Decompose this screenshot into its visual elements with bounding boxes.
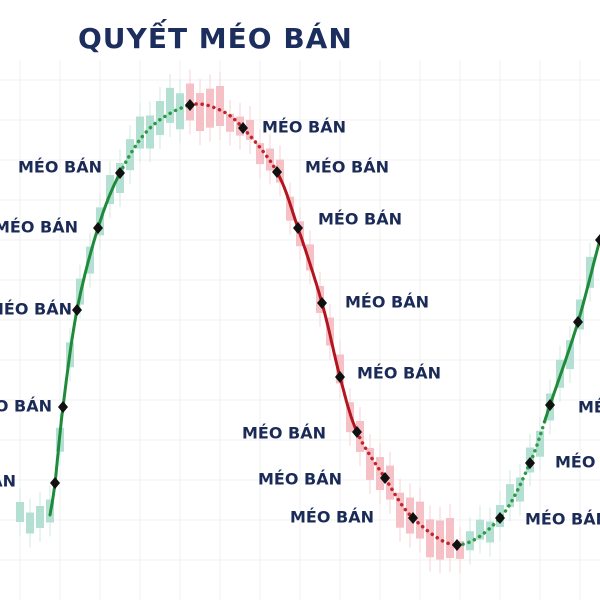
candle [266,148,274,171]
candle [506,484,514,508]
candle [106,175,114,205]
curve-segment [118,103,192,175]
label: MÉO BÁN [305,158,389,177]
curve-segment [455,419,547,547]
diamond [380,472,390,484]
label: MÉO BÁN [0,472,16,491]
label: MÉO BÁN [242,424,326,443]
diamond [352,426,362,438]
candle [286,196,294,221]
candle [566,340,574,370]
diamond [573,316,583,328]
label: MÉO BÁN [345,293,429,312]
candle [516,477,524,502]
candle [456,540,464,559]
label: MÉO BÁN [290,508,374,527]
candle [386,465,394,500]
diamond [50,477,60,489]
candle [206,88,214,128]
candle [436,520,444,560]
grid [0,60,600,600]
candle [136,116,144,149]
diamond [452,539,462,551]
candle [36,506,44,528]
diamond [293,222,303,234]
diamond [93,222,103,234]
label: MÉO BÁN [0,397,52,416]
candle [246,119,254,140]
candle [366,447,374,480]
diamond [238,122,248,134]
label: MÉO BÁN [0,218,78,237]
candle [126,139,134,171]
label: MÉO BÁN [258,470,342,489]
diamond [185,99,195,111]
candle [446,518,454,559]
diamond [115,167,125,179]
diamond [545,399,555,411]
candle [176,93,184,130]
candle [256,143,264,165]
candle [306,244,314,271]
label: MÉO BÁN [318,210,402,229]
candle [226,113,234,132]
candle [336,354,344,384]
diamond [595,234,600,246]
label: MÉO BÁN [357,364,441,383]
label: MÉO BÁN [578,398,600,417]
candle [216,86,224,126]
diamonds [50,99,600,551]
label: MÉO BÁN [555,453,600,472]
candle [146,115,154,149]
candle [16,502,24,522]
candle [196,93,204,132]
title: QUYẾT MÉO BÁN [78,18,353,55]
diamond [408,512,418,524]
diamond [335,371,345,383]
candle [476,519,484,540]
label: MÉO BÁN [0,300,72,319]
curve-segment [188,102,279,174]
curve-segment [543,234,600,423]
candles [16,69,594,574]
diamond [72,304,82,316]
curve-segment [48,171,122,517]
candle [416,501,424,539]
diamond [495,512,505,524]
diamond [272,166,282,178]
candle [486,521,494,543]
diamond [58,401,68,413]
candle [396,492,404,528]
label: MÉO BÁN [262,118,346,137]
candle [536,430,544,457]
label: MÉO BÁN [18,158,102,177]
diamond [317,297,327,309]
candle [466,531,474,551]
labels: MÉO BÁN MÉO BÁN MÉO BÁN MÉO BÁN MÉO BÁN MÉO B… [0,118,600,529]
curve-segment [355,430,459,547]
candle [426,519,434,558]
diamond [525,457,535,469]
candle [26,512,34,534]
candle [166,87,174,123]
candle [376,457,384,491]
label: MÉO BÁN [525,510,600,529]
